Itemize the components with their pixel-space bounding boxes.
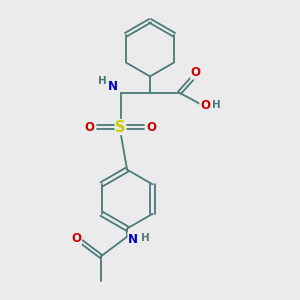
Text: N: N [108,80,118,93]
Text: O: O [147,121,157,134]
Text: O: O [71,232,81,245]
Text: O: O [191,66,201,79]
Text: H: H [212,100,221,110]
Text: O: O [200,99,210,112]
Text: O: O [85,121,94,134]
Text: S: S [115,120,126,135]
Text: H: H [141,233,149,243]
Text: N: N [128,233,138,246]
Text: H: H [98,76,107,86]
